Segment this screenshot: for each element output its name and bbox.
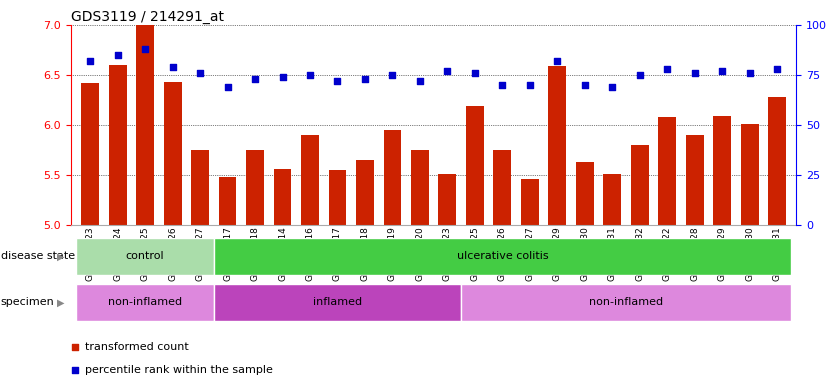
Bar (576, 162, 594, 225)
Point (68, 344, 81, 350)
Point (276, 74, 289, 80)
Bar (686, 135, 704, 225)
Bar (603, 174, 621, 225)
Point (331, 78, 344, 84)
Bar (494, 150, 511, 225)
Bar (521, 179, 539, 225)
Bar (411, 150, 429, 225)
Bar (658, 117, 676, 225)
Bar (163, 82, 182, 225)
Point (743, 70, 756, 76)
Text: non-inflamed: non-inflamed (589, 297, 663, 308)
Text: percentile rank within the sample: percentile rank within the sample (85, 365, 274, 375)
Text: control: control (126, 251, 164, 262)
Point (523, 82, 536, 88)
Bar (461, 284, 791, 321)
Text: ▶: ▶ (58, 251, 64, 262)
Point (661, 66, 674, 72)
Point (166, 64, 179, 70)
Text: ▶: ▶ (58, 297, 64, 308)
Bar (329, 170, 346, 225)
Bar (356, 160, 374, 225)
Point (304, 72, 317, 78)
Bar (136, 25, 154, 225)
Point (495, 82, 509, 88)
Bar (466, 106, 484, 225)
Point (440, 68, 454, 74)
Point (468, 70, 481, 76)
Point (414, 78, 427, 84)
Point (138, 46, 152, 52)
Point (771, 66, 784, 72)
Point (359, 76, 372, 82)
Bar (741, 124, 759, 225)
Point (550, 58, 564, 64)
Bar (81, 83, 99, 225)
Bar (219, 177, 237, 225)
Point (83, 58, 97, 64)
Bar (439, 174, 456, 225)
Point (68, 367, 81, 373)
Point (633, 72, 646, 78)
Text: specimen: specimen (1, 297, 54, 308)
Text: inflamed: inflamed (313, 297, 362, 308)
Bar (191, 150, 209, 225)
Point (578, 82, 591, 88)
Bar (214, 238, 791, 275)
Bar (214, 284, 461, 321)
Bar (631, 145, 649, 225)
Bar (768, 97, 786, 225)
Bar (108, 65, 127, 225)
Text: GDS3119 / 214291_at: GDS3119 / 214291_at (71, 10, 224, 24)
Point (111, 52, 124, 58)
Point (605, 84, 619, 90)
Bar (301, 135, 319, 225)
Point (193, 70, 207, 76)
Point (688, 70, 701, 76)
Bar (713, 116, 731, 225)
Point (386, 72, 399, 78)
Bar (77, 284, 214, 321)
Text: non-inflamed: non-inflamed (108, 297, 182, 308)
Point (249, 76, 262, 82)
Point (716, 68, 729, 74)
Text: transformed count: transformed count (85, 342, 189, 352)
Text: ulcerative colitis: ulcerative colitis (456, 251, 548, 262)
Bar (77, 238, 214, 275)
Bar (384, 130, 401, 225)
Text: disease state: disease state (1, 251, 75, 262)
Bar (246, 150, 264, 225)
Point (221, 84, 234, 90)
Bar (549, 66, 566, 225)
Bar (274, 169, 291, 225)
